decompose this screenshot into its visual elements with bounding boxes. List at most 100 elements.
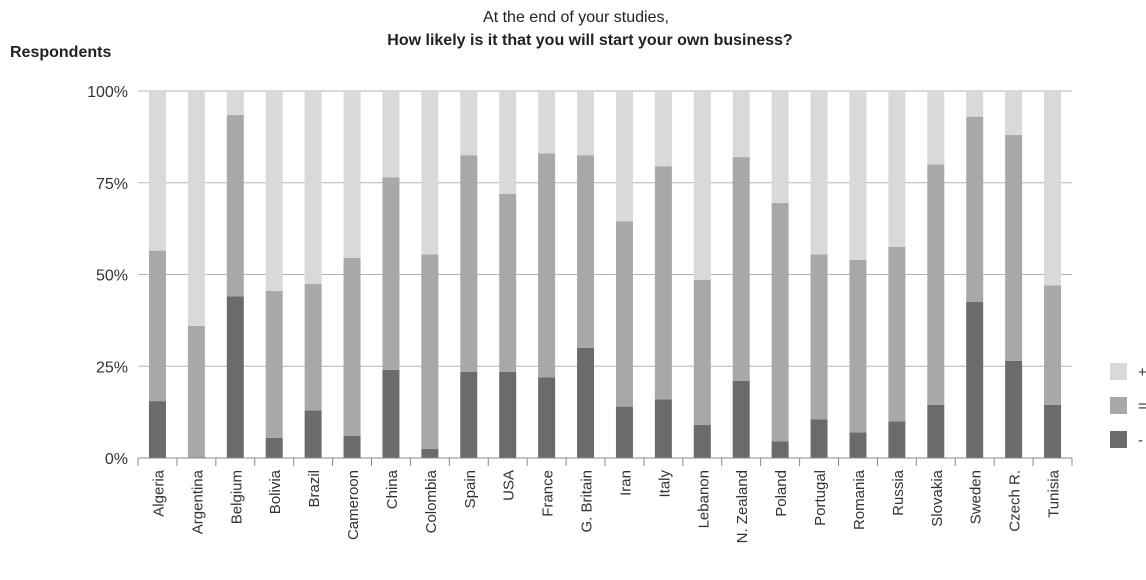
bar-segment: [810, 254, 828, 420]
chart-title: At the end of your studies,: [483, 9, 669, 26]
bar-segment: [460, 371, 478, 458]
x-tick-label: Portugal: [812, 470, 829, 526]
bar-segment: [654, 399, 672, 458]
bar-segment: [538, 153, 556, 378]
legend-label: =: [1138, 398, 1146, 415]
bar-segment: [499, 371, 517, 458]
bar-segment: [421, 448, 439, 458]
legend-label: +: [1138, 364, 1146, 381]
x-tick-label: Bolivia: [267, 469, 284, 514]
bar-segment: [1044, 285, 1062, 405]
bar-segment: [577, 347, 595, 458]
bar-segment: [654, 166, 672, 400]
bar-segment: [1044, 91, 1062, 286]
bar-segment: [771, 441, 789, 458]
bar-segment: [771, 91, 789, 203]
bar-segment: [538, 91, 556, 154]
bar-segment: [382, 177, 400, 370]
legend-swatch: [1110, 397, 1127, 414]
bar-segment: [265, 291, 283, 438]
x-tick-label: Spain: [462, 470, 479, 508]
bar-segment: [888, 246, 906, 422]
x-tick-label: Tunisia: [1046, 469, 1063, 517]
bar-segment: [226, 114, 244, 297]
legend: + = -: [1110, 363, 1146, 449]
bar-segment: [421, 91, 439, 255]
bar-segment: [732, 380, 750, 458]
x-tick-label: Argentina: [189, 469, 206, 534]
bar-segment: [304, 410, 322, 458]
x-tick-label: Colombia: [423, 469, 440, 533]
legend-swatch: [1110, 431, 1127, 448]
bar-segment: [693, 280, 711, 425]
x-tick-label: Czech R.: [1007, 470, 1024, 532]
y-tick-label: 100%: [87, 84, 128, 101]
x-tick-label: Romania: [851, 469, 868, 530]
bar-segment: [265, 91, 283, 292]
bar-segment: [615, 406, 633, 458]
bar-segment: [1005, 360, 1023, 458]
bar-segment: [615, 221, 633, 407]
bar-segment: [265, 437, 283, 458]
bar-segment: [1005, 91, 1023, 136]
bars: [148, 91, 1062, 458]
y-tick-label: 50%: [96, 268, 128, 285]
bar-segment: [849, 91, 867, 260]
bar-segment: [187, 91, 205, 326]
bar-segment: [927, 164, 945, 405]
bar-segment: [343, 91, 361, 258]
legend-swatch: [1110, 363, 1127, 380]
x-tick-label: USA: [501, 470, 518, 501]
bar-segment: [732, 157, 750, 381]
bar-segment: [810, 419, 828, 458]
bar-segment: [499, 193, 517, 372]
x-tick-label: Russia: [890, 469, 907, 516]
bar-segment: [226, 91, 244, 115]
x-tick-label: Poland: [773, 470, 790, 517]
chart-subtitle: How likely is it that you will start you…: [387, 32, 792, 49]
bar-segment: [577, 155, 595, 348]
bar-segment: [187, 325, 205, 458]
bar-segment: [148, 401, 166, 458]
bar-segment: [382, 369, 400, 458]
legend-label: -: [1138, 432, 1143, 449]
bar-segment: [693, 424, 711, 458]
bar-segment: [148, 250, 166, 402]
bar-segment: [343, 435, 361, 458]
x-tick-label: Brazil: [306, 470, 323, 508]
bar-segment: [304, 283, 322, 411]
axes: 0% 25% 50% 75% 100% Algeria Argentina Belgium Bo…: [87, 84, 1073, 543]
bar-segment: [304, 91, 322, 284]
x-tick-label: Iran: [617, 470, 634, 496]
bar-segment: [654, 91, 672, 167]
bar-segment: [966, 116, 984, 303]
x-tick-label: Algeria: [150, 469, 167, 516]
bar-segment: [421, 254, 439, 449]
bar-segment: [1005, 135, 1023, 361]
y-axis-label: Respondents: [10, 44, 111, 61]
bar-segment: [810, 91, 828, 255]
bar-segment: [343, 257, 361, 436]
bar-segment: [460, 91, 478, 156]
x-tick-label: Belgium: [228, 470, 245, 524]
bar-segment: [966, 302, 984, 458]
bar-segment: [888, 421, 906, 458]
bar-segment: [615, 91, 633, 222]
x-tick-label: Lebanon: [695, 470, 712, 528]
bar-segment: [226, 296, 244, 458]
bar-segment: [1044, 404, 1062, 458]
y-tick-label: 0%: [105, 451, 128, 468]
bar-segment: [927, 404, 945, 458]
bar-segment: [148, 91, 166, 251]
x-tick-label: France: [540, 470, 557, 517]
bar-segment: [849, 259, 867, 433]
bar-segment: [966, 91, 984, 117]
bar-segment: [382, 91, 400, 178]
bar-segment: [927, 91, 945, 165]
x-tick-label: Cameroon: [345, 470, 362, 540]
bar-segment: [577, 91, 595, 156]
bar-segment: [499, 91, 517, 194]
bar-segment: [693, 91, 711, 281]
x-tick-label: China: [384, 469, 401, 509]
